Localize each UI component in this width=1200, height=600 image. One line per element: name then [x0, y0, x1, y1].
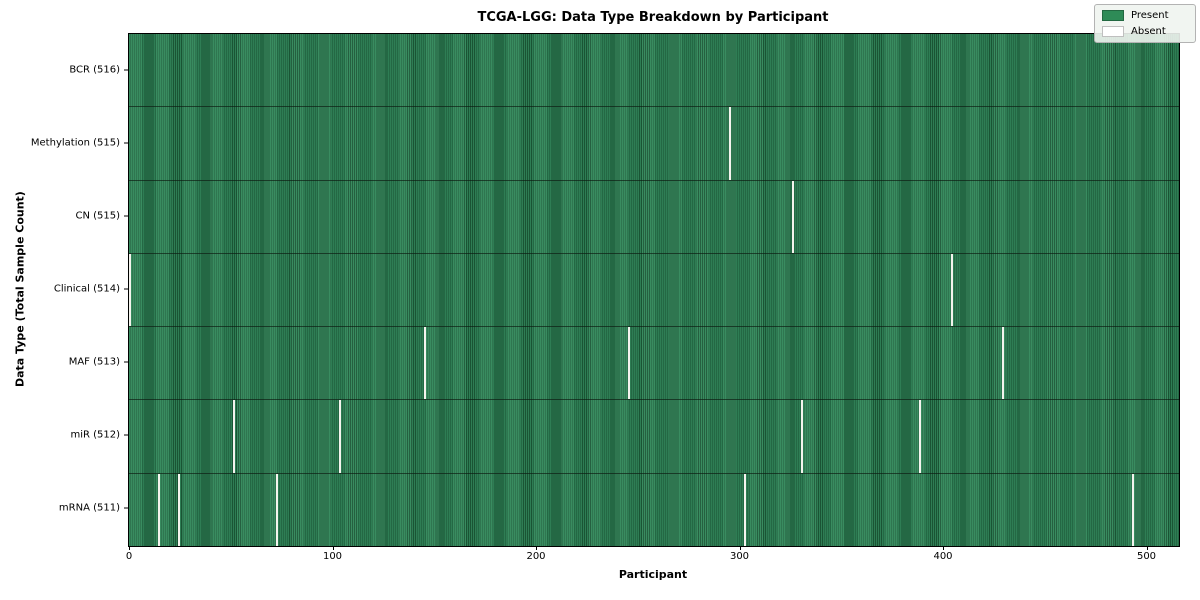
x-tick-label: 100	[322, 551, 343, 562]
absent-gap	[157, 473, 160, 546]
heatmap-row-Methylation	[129, 106, 1179, 180]
x-tick-label: 400	[933, 551, 953, 562]
absent-gap	[338, 400, 341, 473]
x-tick-mark	[332, 546, 334, 550]
y-tick-label: BCR (516)	[69, 64, 120, 76]
absent-gap	[424, 327, 427, 400]
heatmap-row-CN	[129, 179, 1179, 253]
x-tick-mark	[1146, 546, 1148, 550]
absent-gap	[129, 253, 132, 327]
legend-label-present: Present	[1131, 10, 1169, 21]
x-tick-label: 300	[729, 551, 750, 562]
y-tick-mark	[124, 507, 128, 509]
x-tick-label: 200	[526, 551, 546, 562]
y-tick-label: miR (512)	[70, 429, 120, 441]
y-tick-label: MAF (513)	[68, 356, 120, 368]
y-tick-labels: BCR (516) Methylation (515) CN (515) Clinic…	[0, 33, 120, 545]
heatmap-row-MAF	[129, 326, 1179, 400]
y-tick-label: Clinical (514)	[53, 283, 120, 295]
heatmap-row-Clinical	[129, 252, 1179, 327]
absent-gap	[951, 253, 954, 327]
absent-gap	[1132, 473, 1135, 546]
heatmap-row-BCR	[129, 34, 1179, 107]
plot-area	[128, 33, 1180, 547]
absent-gap	[232, 400, 235, 473]
y-tick-label: Methylation (515)	[30, 137, 120, 149]
legend-item-absent: Absent	[1102, 26, 1188, 37]
heatmap-row-mRNA	[129, 472, 1179, 546]
y-tick-mark	[124, 142, 128, 144]
absent-swatch-icon	[1102, 26, 1124, 37]
x-tick-mark	[943, 546, 944, 550]
x-tick-label: 0	[125, 551, 133, 562]
absent-gap	[1001, 327, 1004, 400]
absent-gap	[800, 400, 803, 473]
absent-gap	[729, 107, 732, 180]
x-tick-label: 500	[1136, 551, 1157, 562]
y-tick-mark	[124, 215, 128, 217]
absent-gap	[275, 473, 278, 546]
x-axis-label: Participant	[618, 568, 688, 581]
y-tick-mark	[124, 69, 128, 71]
absent-gap	[918, 400, 921, 473]
y-tick-mark	[124, 288, 128, 290]
absent-gap	[792, 180, 795, 253]
absent-gap	[177, 473, 180, 546]
chart-title: TCGA-LGG: Data Type Breakdown by Partici…	[477, 10, 829, 25]
absent-gap	[743, 473, 746, 546]
legend-label-absent: Absent	[1131, 26, 1166, 37]
heatmap-row-miR	[129, 399, 1179, 473]
x-tick-mark	[536, 546, 537, 550]
x-tick-mark	[739, 546, 741, 550]
y-tick-label: CN (515)	[75, 210, 120, 222]
y-tick-mark	[124, 434, 128, 436]
y-tick-label: mRNA (511)	[58, 502, 120, 514]
absent-gap	[627, 327, 630, 400]
x-tick-mark	[129, 546, 130, 550]
present-swatch-icon	[1102, 10, 1124, 21]
legend: Present Absent	[1094, 4, 1196, 43]
y-tick-mark	[124, 361, 128, 363]
legend-item-present: Present	[1102, 10, 1188, 21]
